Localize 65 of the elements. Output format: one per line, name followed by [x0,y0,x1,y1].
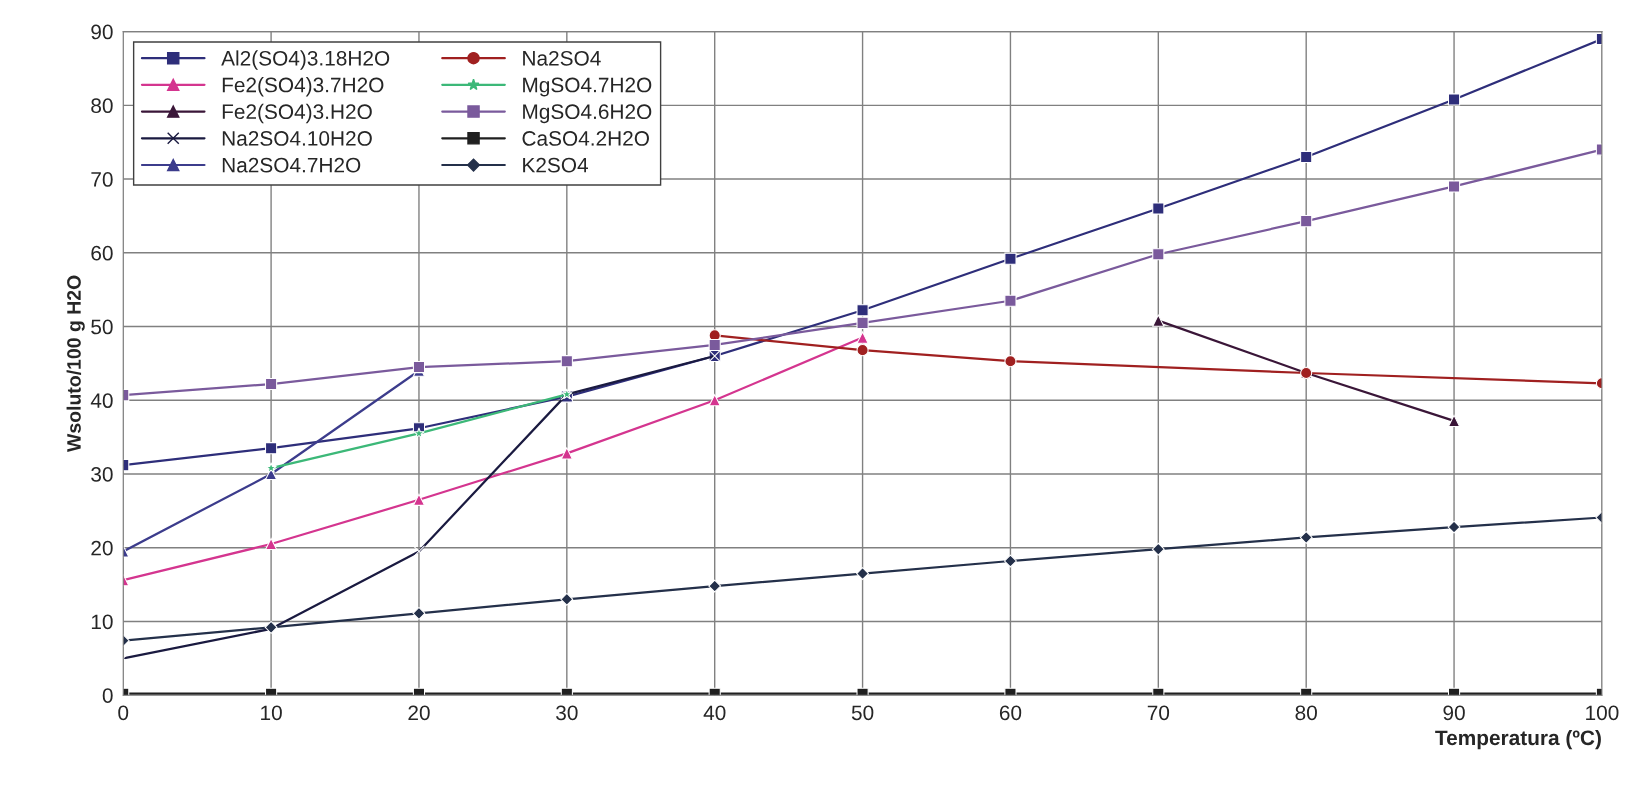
x-tick-label: 20 [408,705,430,721]
point [1447,180,1461,193]
y-tick-label: 50 [91,319,113,335]
point [1151,542,1165,556]
legend-label: Fe2(SO4)3.7H2O [222,77,384,97]
legend-label: Al2(SO4)3.18H2O [221,50,390,70]
point [265,442,278,455]
legend-label: Na2SO4.7H2O [222,157,361,173]
point [1004,554,1017,568]
x-tick-label: 90 [1443,705,1465,721]
legend-label: Na2SO4.10H2O [222,131,372,146]
legend-label: K2SO4 [523,157,588,173]
legend-label: Na2SO4 [523,50,601,66]
point [1152,314,1165,327]
y-tick-label: 90 [91,24,113,40]
x-tick-label: 40 [703,705,726,721]
legend-label: MgSO4.6H2O [523,104,652,124]
point [1152,202,1165,215]
point [1447,520,1461,534]
point [856,344,869,357]
point [1004,294,1017,307]
point [1004,252,1017,265]
y-tick-label: 40 [90,393,113,409]
x-axis-title: Temperatura (ºC) [1435,729,1601,750]
x-tick-label: 60 [999,705,1022,721]
x-tick-label: 10 [261,705,282,721]
x-tick-label: 0 [118,705,129,721]
point [1447,93,1461,106]
legend-label: CaSO4.2H2O [522,131,649,146]
legend-label: MgSO4.7H2O [523,77,652,97]
x-tick-label: 50 [851,705,874,721]
point [560,355,573,368]
point [412,606,426,620]
y-tick-label: 80 [91,98,113,114]
point [856,331,869,344]
point [856,567,869,580]
legend-label: Fe2(SO4)3.H2O [222,103,372,124]
point [1004,355,1017,368]
y-axis-title: Wsoluto/100 g H2O [66,275,85,452]
point [1300,215,1313,228]
point [708,338,721,352]
point [265,377,278,391]
point [412,493,426,506]
x-tick-label: 100 [1586,705,1619,721]
y-tick-label: 10 [91,614,113,630]
point [708,579,722,593]
point [856,304,869,317]
point [856,316,869,329]
point [265,462,277,474]
point [1300,150,1313,164]
y-tick-label: 0 [102,688,113,703]
y-tick-label: 60 [91,245,113,261]
x-tick-label: 70 [1147,705,1170,721]
point [1447,414,1461,427]
point [265,537,278,551]
x-tick-label: 80 [1295,705,1317,721]
point [560,592,574,606]
x-tick-label: 30 [556,705,578,721]
point [708,394,721,407]
y-tick-label: 20 [91,540,113,556]
point [1299,531,1313,544]
point [413,427,425,439]
y-tick-label: 30 [91,467,113,482]
y-tick-label: 70 [91,172,113,187]
point [1152,248,1165,261]
